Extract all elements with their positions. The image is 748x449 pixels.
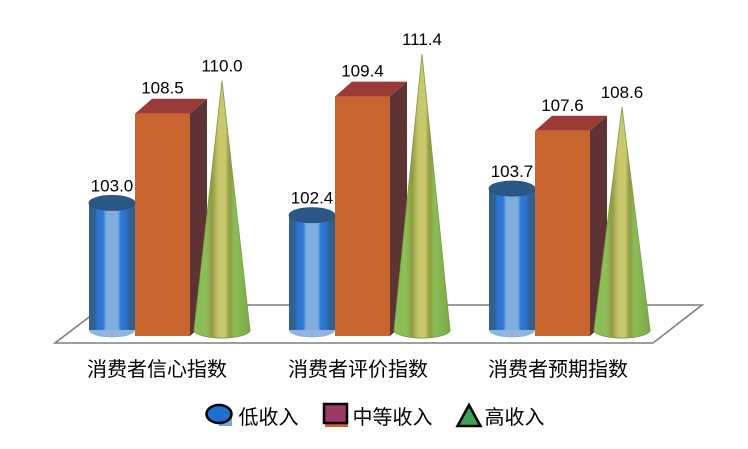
- value-label-middle-income-g3: 107.6: [541, 96, 584, 115]
- box-top-g3: [535, 115, 607, 131]
- value-label-low-income-g2: 102.4: [291, 189, 334, 208]
- cone-bar-g2: [393, 54, 451, 339]
- legend-label-low-income: 低收入: [238, 407, 299, 429]
- box-top-g2: [335, 81, 407, 97]
- box-bar-g2: [335, 96, 390, 336]
- cylinder-bar-g1: [89, 202, 135, 330]
- cylinder-bar-g3: [489, 188, 535, 330]
- cylinder-top-g3: [488, 180, 536, 197]
- legend-swatch-triangle: [454, 402, 483, 428]
- legend-swatch-cone-icon: [454, 402, 483, 428]
- legend-label-high-income: 高收入: [484, 407, 545, 429]
- category-label-expectation-index: 消费者预期指数: [488, 359, 628, 381]
- value-label-high-income-g3: 108.6: [601, 83, 644, 102]
- legend-swatch-shadow: [324, 423, 348, 427]
- legend-swatch-cylinder-icon: [204, 403, 233, 426]
- value-label-high-income-g1: 110.0: [201, 57, 242, 76]
- cylinder-bar-g2: [289, 215, 335, 330]
- box-bar-g3: [535, 130, 590, 336]
- legend-swatch-square: [322, 402, 348, 425]
- legend-swatch-box-icon: [322, 402, 348, 427]
- legend-item-low-income: 低收入: [204, 401, 299, 430]
- value-label-middle-income-g1: 108.5: [141, 79, 184, 98]
- category-label-evaluation-index: 消费者评价指数: [288, 359, 428, 381]
- cylinder-top-g2: [288, 207, 336, 224]
- category-label-confidence-index: 消费者信心指数: [87, 359, 227, 381]
- legend: 低收入 中等收入 高收入: [0, 401, 748, 430]
- cylinder-top-g1: [88, 194, 136, 211]
- cone-bar-g3: [593, 106, 651, 339]
- value-label-middle-income-g2: 109.4: [341, 62, 384, 81]
- legend-item-middle-income: 中等收入: [321, 401, 433, 430]
- legend-label-middle-income: 中等收入: [352, 407, 433, 429]
- value-label-low-income-g3: 103.7: [491, 162, 534, 181]
- box-bar-g1: [135, 113, 190, 336]
- value-label-high-income-g2: 111.4: [402, 30, 442, 49]
- value-label-low-income-g1: 103.0: [91, 176, 134, 195]
- legend-item-high-income: 高收入: [454, 401, 545, 430]
- legend-swatch-ellipse: [204, 403, 233, 425]
- cone-bar-g1: [193, 80, 251, 339]
- box-top-g1: [135, 98, 207, 114]
